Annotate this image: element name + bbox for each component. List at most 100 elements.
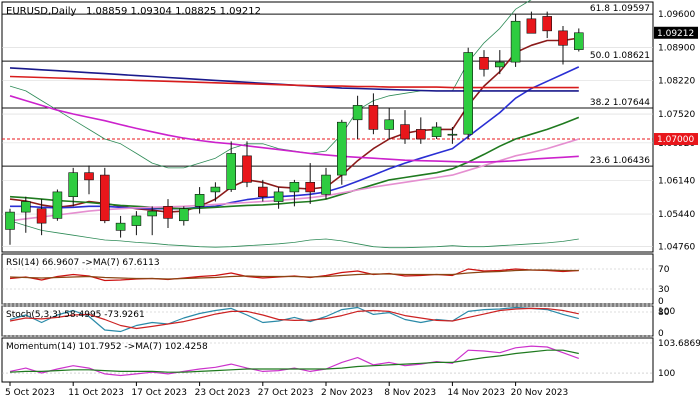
indicator-tick-label: 100 — [658, 369, 675, 379]
price-tick-label: 1.08220 — [658, 76, 695, 86]
bollinger-lower-line — [9, 220, 579, 249]
time-axis: 5 Oct 2023 11 Oct 2023 17 Oct 2023 23 Oct 2… — [5, 382, 568, 398]
indicator-lines — [9, 268, 580, 377]
candles — [5, 11, 584, 245]
candle-body — [226, 153, 236, 190]
indicator-tick-label: 80 — [658, 308, 670, 318]
candle-body — [368, 105, 379, 130]
candle — [194, 187, 205, 214]
time-tick-label: 14 Nov 2023 — [447, 388, 505, 398]
indicator-line — [9, 269, 579, 280]
price-tick-label: 1.05440 — [658, 210, 695, 220]
indicator-line — [9, 306, 579, 333]
candle-body — [273, 191, 284, 202]
key-level-tag — [654, 133, 698, 146]
indicator-grid — [2, 268, 653, 374]
momentum-panel-frame — [1, 337, 654, 383]
moving-average-line — [9, 75, 579, 89]
moving-average-line — [9, 95, 579, 163]
candle — [68, 167, 78, 207]
candle — [336, 119, 347, 185]
candle — [289, 179, 300, 207]
candle — [84, 165, 94, 195]
fib-level-label: 23.6 1.06436 — [590, 156, 650, 166]
candle — [273, 187, 284, 209]
candle-body — [400, 124, 410, 140]
candle — [163, 199, 173, 228]
time-tick-label: 20 Nov 2023 — [511, 388, 569, 398]
candle-body — [5, 211, 15, 230]
fibonacci-levels: 61.8 1.09597 50.0 1.08621 38.2 1.07644 23.6… — [2, 4, 653, 167]
indicator-tick-label: 30 — [658, 285, 670, 295]
indicator-tick-label: 100 — [658, 307, 675, 317]
candle — [510, 14, 521, 67]
candle-body — [447, 133, 458, 136]
candle-body — [179, 208, 189, 222]
candle-body — [321, 174, 331, 195]
current-price-label: 1.09212 — [657, 29, 694, 39]
candle — [463, 47, 474, 140]
candle-body — [573, 32, 584, 50]
candle — [5, 208, 15, 245]
candle-body — [463, 52, 474, 135]
candle-body — [147, 210, 157, 217]
candle-body — [36, 208, 47, 224]
candle — [210, 182, 221, 202]
candle-body — [100, 174, 110, 222]
symbol-label: EURUSD,Daily — [6, 6, 77, 17]
candle — [431, 122, 442, 140]
main-panel-frame — [1, 1, 654, 253]
candle-body — [194, 194, 205, 207]
candle-body — [257, 186, 268, 198]
candle-body — [352, 105, 363, 121]
ohlc-label: 1.08859 1.09304 1.08825 1.09212 — [86, 6, 261, 17]
candle — [100, 167, 110, 224]
price-tick-label: 1.06140 — [658, 176, 695, 186]
candle-body — [115, 222, 126, 231]
candle — [526, 11, 537, 34]
candle — [368, 93, 379, 135]
time-tick-label: 11 Oct 2023 — [68, 388, 124, 398]
candle — [36, 199, 47, 236]
indicator-tick-label: 70 — [658, 265, 670, 275]
time-tick-label: 2 Nov 2023 — [321, 388, 373, 398]
rsi-label: RSI(14) 66.9607 ->MA(7) 67.6113 — [6, 258, 160, 268]
candle-body — [542, 16, 553, 32]
candle-body — [131, 215, 142, 226]
indicator-tick-label: 0 — [658, 297, 664, 307]
candle-body — [210, 186, 221, 193]
indicator-line — [9, 349, 579, 373]
fib-level-label: 38.2 1.07644 — [590, 98, 650, 108]
indicator-line — [9, 345, 580, 377]
stoch-label: Stoch(5,3,3) 58.4995 -73.9261 — [6, 310, 145, 320]
current-price-tag — [654, 26, 698, 39]
candle-body — [558, 30, 568, 46]
candle — [415, 117, 426, 144]
candle-body — [20, 201, 31, 213]
candle-body — [289, 181, 300, 193]
candle — [384, 107, 395, 140]
candle-body — [526, 18, 537, 34]
time-tick-label: 5 Oct 2023 — [5, 388, 55, 398]
candle — [400, 110, 410, 144]
candle-body — [510, 20, 521, 63]
candle-body — [52, 191, 63, 219]
candle — [131, 211, 142, 236]
key-level-label: 1.07000 — [657, 135, 694, 145]
candle — [115, 215, 126, 238]
candle — [305, 163, 316, 204]
candle — [542, 11, 553, 39]
candle-body — [384, 119, 395, 130]
time-tick-label: 8 Nov 2023 — [384, 388, 436, 398]
candle-body — [242, 155, 252, 183]
candle — [242, 141, 252, 188]
candle — [352, 95, 363, 140]
candle — [494, 50, 505, 75]
momentum-label: Momentum(14) 101.7952 ->MA(7) 102.4258 — [6, 342, 208, 352]
price-tick-label: 1.09600 — [658, 10, 695, 20]
candle-body — [415, 129, 426, 140]
candle — [257, 179, 268, 202]
candle — [573, 28, 584, 52]
